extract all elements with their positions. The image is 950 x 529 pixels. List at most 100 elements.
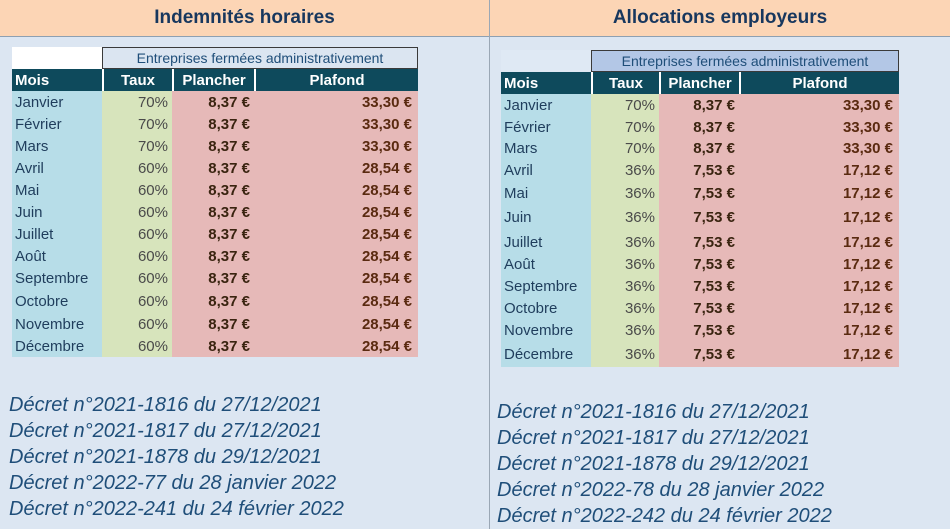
table-row: Avril 36% 7,53 €17,12 € — [501, 159, 899, 181]
ceiling-cell: 28,54 € — [254, 223, 418, 245]
rate-cell: 36% — [591, 341, 659, 367]
rate-cell: 60% — [102, 179, 172, 201]
month-cell: Août — [501, 254, 591, 275]
month-cell: Juin — [12, 201, 102, 223]
month-cell: Mars — [501, 138, 591, 159]
floor-cell: 7,53 € — [659, 275, 739, 297]
indemnites-table: Entreprises fermées administrativement M… — [12, 47, 418, 357]
month-cell: Février — [12, 113, 102, 135]
month-cell: Août — [12, 245, 102, 267]
table-row: Mai 60% 8,37 €28,54 € — [12, 179, 418, 201]
table-banner: Entreprises fermées administrativement — [591, 50, 899, 72]
panel-header: Indemnités horaires — [0, 0, 489, 37]
panel-title: Indemnités horaires — [154, 7, 335, 28]
month-cell: Janvier — [501, 94, 591, 116]
ceiling-cell: 28,54 € — [254, 201, 418, 223]
table-row: Juin 36% 7,53 €17,12 € — [501, 205, 899, 230]
column-header-taux: Taux — [591, 72, 659, 94]
column-header-plancher: Plancher — [659, 72, 739, 94]
rate-cell: 60% — [102, 245, 172, 267]
table-row: Janvier 70% 8,37 €33,30 € — [12, 91, 418, 113]
floor-cell: 8,37 € — [172, 157, 254, 179]
decree-line: Décret n°2022-242 du 24 février 2022 — [497, 505, 832, 527]
table-row: Juin 60% 8,37 €28,54 € — [12, 201, 418, 223]
ceiling-cell: 33,30 € — [254, 91, 418, 113]
ceiling-cell: 17,12 € — [739, 275, 899, 297]
floor-cell: 8,37 € — [659, 94, 739, 116]
decree-line: Décret n°2021-1816 du 27/12/2021 — [9, 394, 322, 416]
table-body: Janvier 70% 8,37 €33,30 € Février 70% 8,37 €3… — [501, 94, 899, 367]
ceiling-cell: 17,12 € — [739, 297, 899, 319]
table-header-row: Mois Taux Plancher Plafond — [12, 69, 418, 91]
ceiling-cell: 17,12 € — [739, 205, 899, 230]
table-row: Septembre 36% 7,53 €17,12 € — [501, 275, 899, 297]
table-row: Décembre 36% 7,53 €17,12 € — [501, 341, 899, 367]
month-cell: Juin — [501, 205, 591, 230]
rate-cell: 60% — [102, 223, 172, 245]
decree-line: Décret n°2021-1816 du 27/12/2021 — [497, 401, 810, 423]
floor-cell: 8,37 € — [172, 113, 254, 135]
rate-cell: 60% — [102, 313, 172, 335]
month-cell: Novembre — [501, 319, 591, 341]
floor-cell: 8,37 € — [659, 138, 739, 159]
ceiling-cell: 17,12 € — [739, 319, 899, 341]
ceiling-cell: 33,30 € — [739, 94, 899, 116]
rate-cell: 36% — [591, 159, 659, 181]
ceiling-cell: 28,54 € — [254, 267, 418, 290]
column-header-mois: Mois — [15, 71, 50, 89]
rate-cell: 36% — [591, 230, 659, 254]
ceiling-cell: 28,54 € — [254, 335, 418, 357]
column-header-plafond: Plafond — [254, 69, 418, 91]
month-cell: Avril — [12, 157, 102, 179]
month-cell: Mars — [12, 135, 102, 157]
allocations-table: Entreprises fermées administrativement M… — [501, 50, 899, 367]
decree-line: Décret n°2022-78 du 28 janvier 2022 — [497, 479, 825, 501]
rate-cell: 36% — [591, 297, 659, 319]
month-cell: Avril — [501, 159, 591, 181]
floor-cell: 8,37 € — [172, 135, 254, 157]
decree-line: Décret n°2021-1878 du 29/12/2021 — [9, 446, 322, 468]
panel-title: Allocations employeurs — [612, 7, 828, 28]
table-body: Janvier 70% 8,37 €33,30 € Février 70% 8,37 €3… — [12, 91, 418, 357]
floor-cell: 8,37 € — [659, 116, 739, 138]
month-cell: Mai — [501, 181, 591, 205]
table-banner-row: Entreprises fermées administrativement — [501, 50, 899, 72]
rate-cell: 70% — [102, 91, 172, 113]
column-header-plafond: Plafond — [739, 72, 899, 94]
rate-cell: 70% — [102, 113, 172, 135]
floor-cell: 7,53 € — [659, 297, 739, 319]
month-cell: Juillet — [12, 223, 102, 245]
floor-cell: 8,37 € — [172, 179, 254, 201]
ceiling-cell: 17,12 € — [739, 230, 899, 254]
indemnites-panel: Indemnités horaires Entreprises fermées … — [0, 0, 490, 529]
ceiling-cell: 33,30 € — [254, 135, 418, 157]
ceiling-cell: 28,54 € — [254, 245, 418, 267]
floor-cell: 7,53 € — [659, 230, 739, 254]
decree-list: Décret n°2021-1816 du 27/12/2021 Décret … — [497, 399, 832, 529]
table-row: Février 70% 8,37 €33,30 € — [12, 113, 418, 135]
ceiling-cell: 33,30 € — [739, 138, 899, 159]
panel-header: Allocations employeurs — [490, 0, 950, 37]
month-cell: Juillet — [501, 230, 591, 254]
ceiling-cell: 17,12 € — [739, 159, 899, 181]
month-cell: Octobre — [501, 297, 591, 319]
table-row: Avril 60% 8,37 €28,54 € — [12, 157, 418, 179]
floor-cell: 7,53 € — [659, 205, 739, 230]
ceiling-cell: 28,54 € — [254, 313, 418, 335]
floor-cell: 8,37 € — [172, 313, 254, 335]
ceiling-cell: 28,54 € — [254, 179, 418, 201]
table-row: Octobre 36% 7,53 €17,12 € — [501, 297, 899, 319]
ceiling-cell: 28,54 € — [254, 290, 418, 313]
floor-cell: 7,53 € — [659, 254, 739, 275]
table-row: Juillet 60% 8,37 €28,54 € — [12, 223, 418, 245]
table-row: Octobre 60% 8,37 €28,54 € — [12, 290, 418, 313]
rate-cell: 60% — [102, 201, 172, 223]
floor-cell: 7,53 € — [659, 319, 739, 341]
month-cell: Septembre — [12, 267, 102, 290]
table-row: Février 70% 8,37 €33,30 € — [501, 116, 899, 138]
table-row: Septembre 60% 8,37 €28,54 € — [12, 267, 418, 290]
rate-cell: 60% — [102, 335, 172, 357]
column-header-mois: Mois — [504, 74, 539, 92]
table-row: Mars 70% 8,37 €33,30 € — [12, 135, 418, 157]
month-cell: Janvier — [12, 91, 102, 113]
